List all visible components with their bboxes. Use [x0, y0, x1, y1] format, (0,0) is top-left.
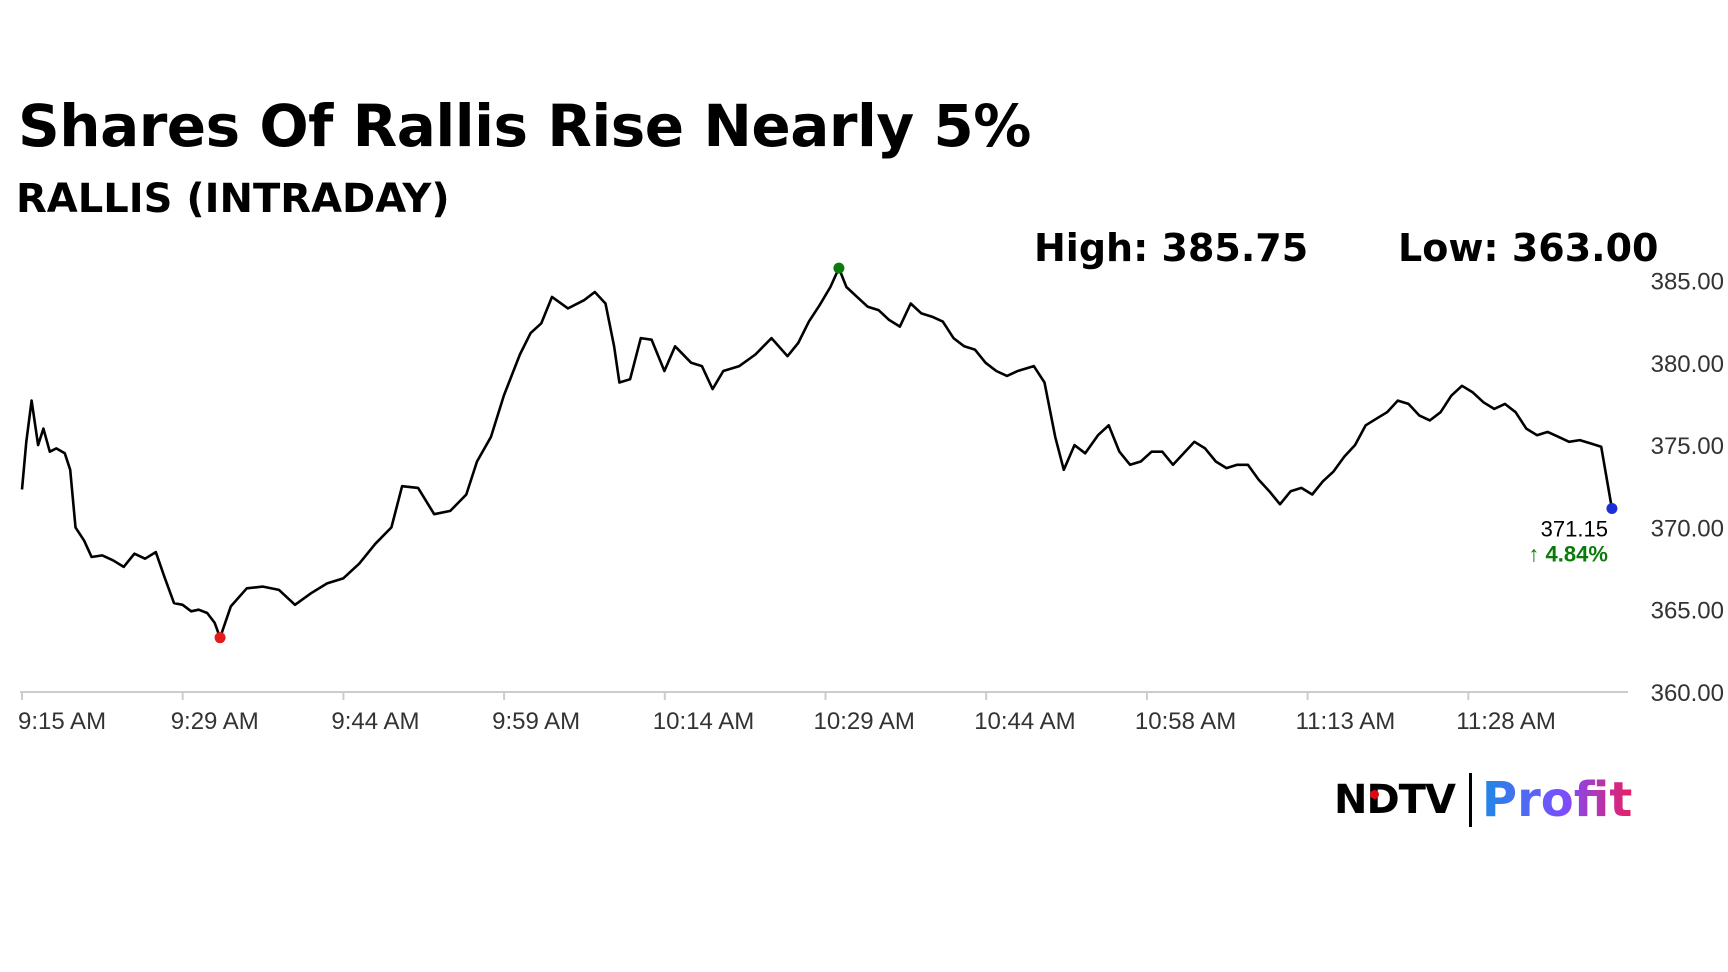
y-tick-label: 380.00	[1651, 351, 1724, 378]
logo-separator	[1468, 773, 1472, 827]
x-tick-label: 9:29 AM	[171, 708, 259, 735]
chart-title: Shares Of Rallis Rise Nearly 5%	[18, 92, 1031, 160]
y-tick-label: 365.00	[1651, 598, 1724, 625]
chart-subtitle: RALLIS (INTRADAY)	[16, 176, 450, 222]
ndtv-profit-logo: NDTV Profit	[1334, 772, 1632, 828]
low-marker	[214, 632, 226, 644]
last-change-value: 4.84%	[1546, 541, 1608, 566]
x-tick-label: 9:59 AM	[492, 708, 580, 735]
x-tick-label: 10:44 AM	[974, 708, 1075, 735]
x-tick-label: 10:29 AM	[814, 708, 915, 735]
x-tick-label: 9:44 AM	[331, 708, 419, 735]
x-tick-label: 10:14 AM	[653, 708, 754, 735]
x-tick-label: 11:28 AM	[1456, 708, 1556, 735]
x-tick-label: 11:13 AM	[1296, 708, 1396, 735]
price-line	[20, 266, 1614, 639]
y-axis-ticks: 360.00 365.00 370.00 375.00 380.00 385.00	[1651, 268, 1724, 707]
y-tick-label: 375.00	[1651, 433, 1724, 460]
logo-ndtv: NDTV	[1334, 777, 1456, 823]
high-marker	[833, 262, 845, 274]
x-axis-ticks: 9:15 AM 9:29 AM 9:44 AM 9:59 AM 10:14 AM 10:2…	[18, 692, 1556, 735]
logo-red-dot-icon	[1370, 790, 1379, 799]
high-stat: High: 385.75	[1034, 226, 1309, 270]
last-price-label: 371.15	[1541, 516, 1608, 541]
y-tick-label: 360.00	[1651, 680, 1724, 707]
up-arrow-icon: ↑	[1528, 541, 1539, 566]
y-tick-label: 370.00	[1651, 515, 1724, 542]
y-tick-label: 385.00	[1651, 268, 1724, 295]
low-stat: Low: 363.00	[1398, 226, 1659, 270]
x-tick-label: 10:58 AM	[1135, 708, 1236, 735]
logo-profit: Profit	[1481, 772, 1633, 828]
x-tick-label: 9:15 AM	[18, 708, 106, 735]
last-change-label: ↑ 4.84%	[1528, 541, 1608, 566]
last-marker	[1606, 502, 1618, 514]
